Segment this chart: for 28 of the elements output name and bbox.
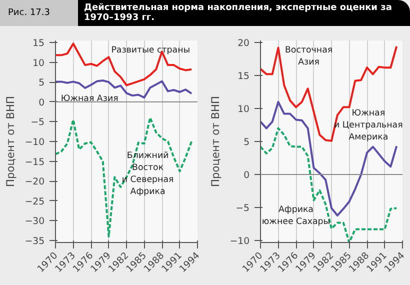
y-tick-label: 20: [238, 38, 250, 49]
y-tick-label: −10: [24, 137, 45, 148]
line-series: [56, 42, 193, 86]
y-tick-label: −20: [24, 176, 45, 188]
y-tick-label: −15: [24, 156, 45, 168]
y-tick-label: −5: [236, 203, 250, 214]
y-axis-title: Процент от ВНП: [4, 96, 17, 188]
y-tick-label: −35: [24, 236, 45, 248]
y-tick-label: −5: [30, 117, 45, 128]
series-label: Южная Азия: [60, 94, 118, 104]
y-tick-label: 10: [32, 58, 45, 69]
y-tick-label: 10: [238, 104, 250, 115]
y-tick-label: −10: [230, 236, 250, 248]
y-axis-title: Процент от ВНП: [208, 96, 222, 188]
y-tick-label: 5: [38, 78, 45, 89]
series-label: Восточная Азия: [284, 46, 333, 68]
y-tick-label: −25: [24, 196, 45, 208]
y-tick-label: 0: [244, 170, 250, 182]
y-tick-label: 15: [32, 38, 45, 49]
y-tick-label: −30: [24, 216, 45, 228]
y-tick-label: 15: [238, 70, 250, 82]
text: Рис. 17.3: [0, 0, 78, 26]
y-tick-label: 5: [244, 137, 250, 148]
series-label: Африка южнее Сахары: [262, 205, 330, 228]
line-series: [56, 116, 193, 238]
series-label: Развитые страны: [111, 46, 190, 56]
text: Действительная норма накопления, экспертные оценки за 1970–1993 гг.: [78, 0, 410, 26]
y-tick-label: 0: [38, 97, 45, 108]
